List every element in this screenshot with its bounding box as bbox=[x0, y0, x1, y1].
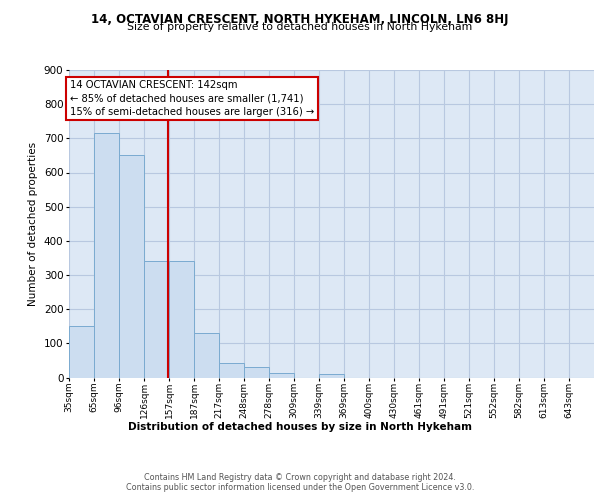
Bar bbox=[169, 262, 194, 378]
Bar bbox=[269, 374, 294, 378]
Text: 14 OCTAVIAN CRESCENT: 142sqm
← 85% of detached houses are smaller (1,741)
15% of: 14 OCTAVIAN CRESCENT: 142sqm ← 85% of de… bbox=[70, 80, 314, 116]
Bar bbox=[94, 133, 119, 378]
Bar bbox=[144, 262, 169, 378]
Text: 14, OCTAVIAN CRESCENT, NORTH HYKEHAM, LINCOLN, LN6 8HJ: 14, OCTAVIAN CRESCENT, NORTH HYKEHAM, LI… bbox=[91, 12, 509, 26]
Bar bbox=[219, 363, 244, 378]
Y-axis label: Number of detached properties: Number of detached properties bbox=[28, 142, 38, 306]
Bar bbox=[244, 366, 269, 378]
Bar bbox=[319, 374, 344, 378]
Text: Contains HM Land Registry data © Crown copyright and database right 2024.
Contai: Contains HM Land Registry data © Crown c… bbox=[126, 472, 474, 492]
Bar bbox=[119, 156, 144, 378]
Bar bbox=[194, 333, 219, 378]
Text: Size of property relative to detached houses in North Hykeham: Size of property relative to detached ho… bbox=[127, 22, 473, 32]
Bar bbox=[69, 326, 94, 378]
Text: Distribution of detached houses by size in North Hykeham: Distribution of detached houses by size … bbox=[128, 422, 472, 432]
